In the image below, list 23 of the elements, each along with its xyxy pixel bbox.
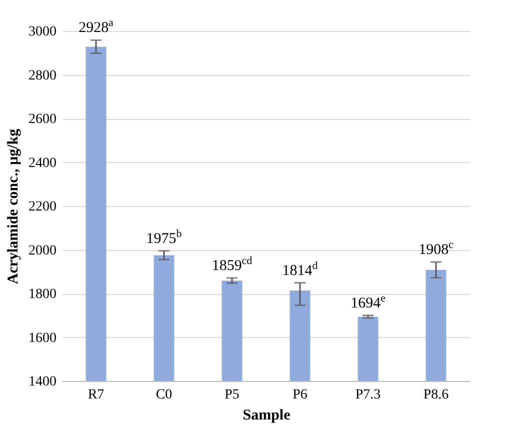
y-tick-label: 1600 bbox=[28, 330, 56, 346]
x-tick-label: P7.3 bbox=[355, 388, 381, 402]
y-tick-label: 1800 bbox=[28, 287, 56, 302]
data-label: 2928$^{a}$ bbox=[78, 17, 114, 36]
y-tick-label: 1400 bbox=[28, 374, 56, 390]
x-tick-label: P8.6 bbox=[423, 388, 449, 402]
data-label: 1908$^{c}$ bbox=[418, 239, 454, 258]
x-tick-label: C0 bbox=[156, 388, 172, 402]
data-label: 1975$^{b}$ bbox=[146, 228, 182, 247]
x-tick-label: P6 bbox=[292, 388, 308, 402]
y-tick-label: 3000 bbox=[28, 24, 56, 40]
data-label: 1694$^{e}$ bbox=[350, 292, 386, 312]
y-tick-label: 2400 bbox=[28, 156, 56, 171]
y-tick-label: 2800 bbox=[28, 68, 56, 84]
x-tick-label: R7 bbox=[88, 388, 104, 402]
x-tick-label: P5 bbox=[224, 388, 240, 402]
y-tick-label: 2600 bbox=[28, 112, 56, 127]
x-axis-title: Sample bbox=[242, 408, 291, 424]
data-label: 1859$^{cd}$ bbox=[212, 254, 253, 274]
y-axis-title: Acrylamide conc., µg/kg bbox=[6, 128, 22, 284]
y-tick-label: 2200 bbox=[28, 200, 56, 214]
data-label: 1814$^{d}$ bbox=[282, 260, 318, 279]
y-tick-label: 2000 bbox=[28, 243, 56, 258]
